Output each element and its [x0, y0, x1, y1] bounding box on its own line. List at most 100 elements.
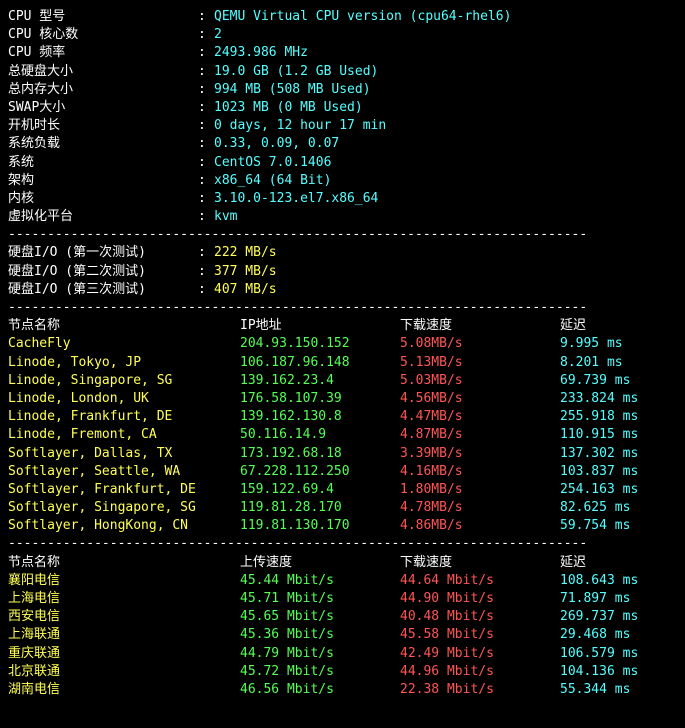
node-upload: 45.44 Mbit/s — [240, 572, 400, 590]
sysinfo-label: 总内存大小 — [8, 81, 198, 99]
node-upload: 45.36 Mbit/s — [240, 626, 400, 644]
node-ip: 139.162.23.4 — [240, 372, 400, 390]
sysinfo-value: 1023 MB (0 MB Used) — [214, 99, 363, 117]
colon: : — [198, 190, 214, 208]
node-upload: 45.65 Mbit/s — [240, 608, 400, 626]
header-ip: IP地址 — [240, 317, 400, 335]
node-download: 44.64 Mbit/s — [400, 572, 560, 590]
sysinfo-label: 架构 — [8, 172, 198, 190]
node-latency: 137.302 ms — [560, 445, 638, 463]
diskio-value: 377 MB/s — [214, 263, 277, 281]
colon: : — [198, 117, 214, 135]
colon: : — [198, 263, 214, 281]
node-name: Softlayer, Seattle, WA — [8, 463, 240, 481]
colon: : — [198, 81, 214, 99]
node-row: Linode, Singapore, SG139.162.23.45.03MB/… — [8, 372, 677, 390]
colon: : — [198, 172, 214, 190]
node-latency: 29.468 ms — [560, 626, 630, 644]
divider: ----------------------------------------… — [8, 226, 677, 244]
node-download: 4.87MB/s — [400, 426, 560, 444]
header-node: 节点名称 — [8, 317, 240, 335]
node-latency: 255.918 ms — [560, 408, 638, 426]
sysinfo-row: 系统: CentOS 7.0.1406 — [8, 154, 677, 172]
sysinfo-row: 总硬盘大小: 19.0 GB (1.2 GB Used) — [8, 63, 677, 81]
sysinfo-value: kvm — [214, 208, 237, 226]
node-download: 3.39MB/s — [400, 445, 560, 463]
node-latency: 55.344 ms — [560, 681, 630, 699]
node-row: 西安电信45.65 Mbit/s40.48 Mbit/s269.737 ms — [8, 608, 677, 626]
node-ip: 176.58.107.39 — [240, 390, 400, 408]
node-latency: 110.915 ms — [560, 426, 638, 444]
divider: ----------------------------------------… — [8, 299, 677, 317]
colon: : — [198, 135, 214, 153]
sysinfo-row: 总内存大小: 994 MB (508 MB Used) — [8, 81, 677, 99]
colon: : — [198, 26, 214, 44]
node-row: Linode, Fremont, CA50.116.14.94.87MB/s11… — [8, 426, 677, 444]
diskio-label: 硬盘I/O (第一次测试) — [8, 244, 198, 262]
node-name: Linode, London, UK — [8, 390, 240, 408]
diskio-label: 硬盘I/O (第三次测试) — [8, 281, 198, 299]
node-row: 上海联通45.36 Mbit/s45.58 Mbit/s29.468 ms — [8, 626, 677, 644]
colon: : — [198, 63, 214, 81]
sysinfo-row: 内核: 3.10.0-123.el7.x86_64 — [8, 190, 677, 208]
node-download: 42.49 Mbit/s — [400, 645, 560, 663]
node-row: Linode, London, UK176.58.107.394.56MB/s2… — [8, 390, 677, 408]
header-latency: 延迟 — [560, 317, 586, 335]
node-upload: 46.56 Mbit/s — [240, 681, 400, 699]
net-table-2: 襄阳电信45.44 Mbit/s44.64 Mbit/s108.643 ms上海… — [8, 572, 677, 699]
node-ip: 106.187.96.148 — [240, 354, 400, 372]
node-ip: 119.81.28.170 — [240, 499, 400, 517]
node-name: 西安电信 — [8, 608, 240, 626]
node-download: 22.38 Mbit/s — [400, 681, 560, 699]
sysinfo-label: CPU 核心数 — [8, 26, 198, 44]
header-node: 节点名称 — [8, 554, 240, 572]
node-name: Linode, Frankfurt, DE — [8, 408, 240, 426]
node-download: 5.08MB/s — [400, 335, 560, 353]
header-download: 下载速度 — [400, 317, 560, 335]
node-row: 湖南电信46.56 Mbit/s22.38 Mbit/s55.344 ms — [8, 681, 677, 699]
node-download: 5.13MB/s — [400, 354, 560, 372]
sysinfo-label: 系统负载 — [8, 135, 198, 153]
node-row: Softlayer, Frankfurt, DE159.122.69.41.80… — [8, 481, 677, 499]
node-download: 4.47MB/s — [400, 408, 560, 426]
node-name: 上海电信 — [8, 590, 240, 608]
node-latency: 69.739 ms — [560, 372, 630, 390]
colon: : — [198, 208, 214, 226]
sysinfo-value: 994 MB (508 MB Used) — [214, 81, 371, 99]
node-download: 4.86MB/s — [400, 517, 560, 535]
sysinfo-value: 0.33, 0.09, 0.07 — [214, 135, 339, 153]
sysinfo-label: CPU 型号 — [8, 8, 198, 26]
node-row: 北京联通45.72 Mbit/s44.96 Mbit/s104.136 ms — [8, 663, 677, 681]
node-ip: 50.116.14.9 — [240, 426, 400, 444]
node-download: 40.48 Mbit/s — [400, 608, 560, 626]
diskio-row: 硬盘I/O (第一次测试): 222 MB/s — [8, 244, 677, 262]
node-upload: 44.79 Mbit/s — [240, 645, 400, 663]
diskio-value: 222 MB/s — [214, 244, 277, 262]
node-name: Softlayer, HongKong, CN — [8, 517, 240, 535]
header-latency: 延迟 — [560, 554, 586, 572]
sysinfo-value: 19.0 GB (1.2 GB Used) — [214, 63, 378, 81]
node-name: 北京联通 — [8, 663, 240, 681]
node-ip: 204.93.150.152 — [240, 335, 400, 353]
sysinfo-label: 系统 — [8, 154, 198, 172]
sysinfo-row: SWAP大小: 1023 MB (0 MB Used) — [8, 99, 677, 117]
sysinfo-label: 开机时长 — [8, 117, 198, 135]
net-header-1: 节点名称 IP地址 下载速度 延迟 — [8, 317, 677, 335]
node-latency: 233.824 ms — [560, 390, 638, 408]
disk-io-section: 硬盘I/O (第一次测试): 222 MB/s硬盘I/O (第二次测试): 37… — [8, 244, 677, 299]
sysinfo-label: 虚拟化平台 — [8, 208, 198, 226]
diskio-label: 硬盘I/O (第二次测试) — [8, 263, 198, 281]
sysinfo-label: 总硬盘大小 — [8, 63, 198, 81]
system-info-section: CPU 型号: QEMU Virtual CPU version (cpu64-… — [8, 8, 677, 226]
sysinfo-row: CPU 型号: QEMU Virtual CPU version (cpu64-… — [8, 8, 677, 26]
node-download: 4.56MB/s — [400, 390, 560, 408]
net-header-2: 节点名称 上传速度 下载速度 延迟 — [8, 554, 677, 572]
diskio-row: 硬盘I/O (第二次测试): 377 MB/s — [8, 263, 677, 281]
sysinfo-row: 架构: x86_64 (64 Bit) — [8, 172, 677, 190]
sysinfo-label: SWAP大小 — [8, 99, 198, 117]
node-latency: 254.163 ms — [560, 481, 638, 499]
node-latency: 103.837 ms — [560, 463, 638, 481]
sysinfo-value: 2 — [214, 26, 222, 44]
colon: : — [198, 281, 214, 299]
node-download: 44.90 Mbit/s — [400, 590, 560, 608]
